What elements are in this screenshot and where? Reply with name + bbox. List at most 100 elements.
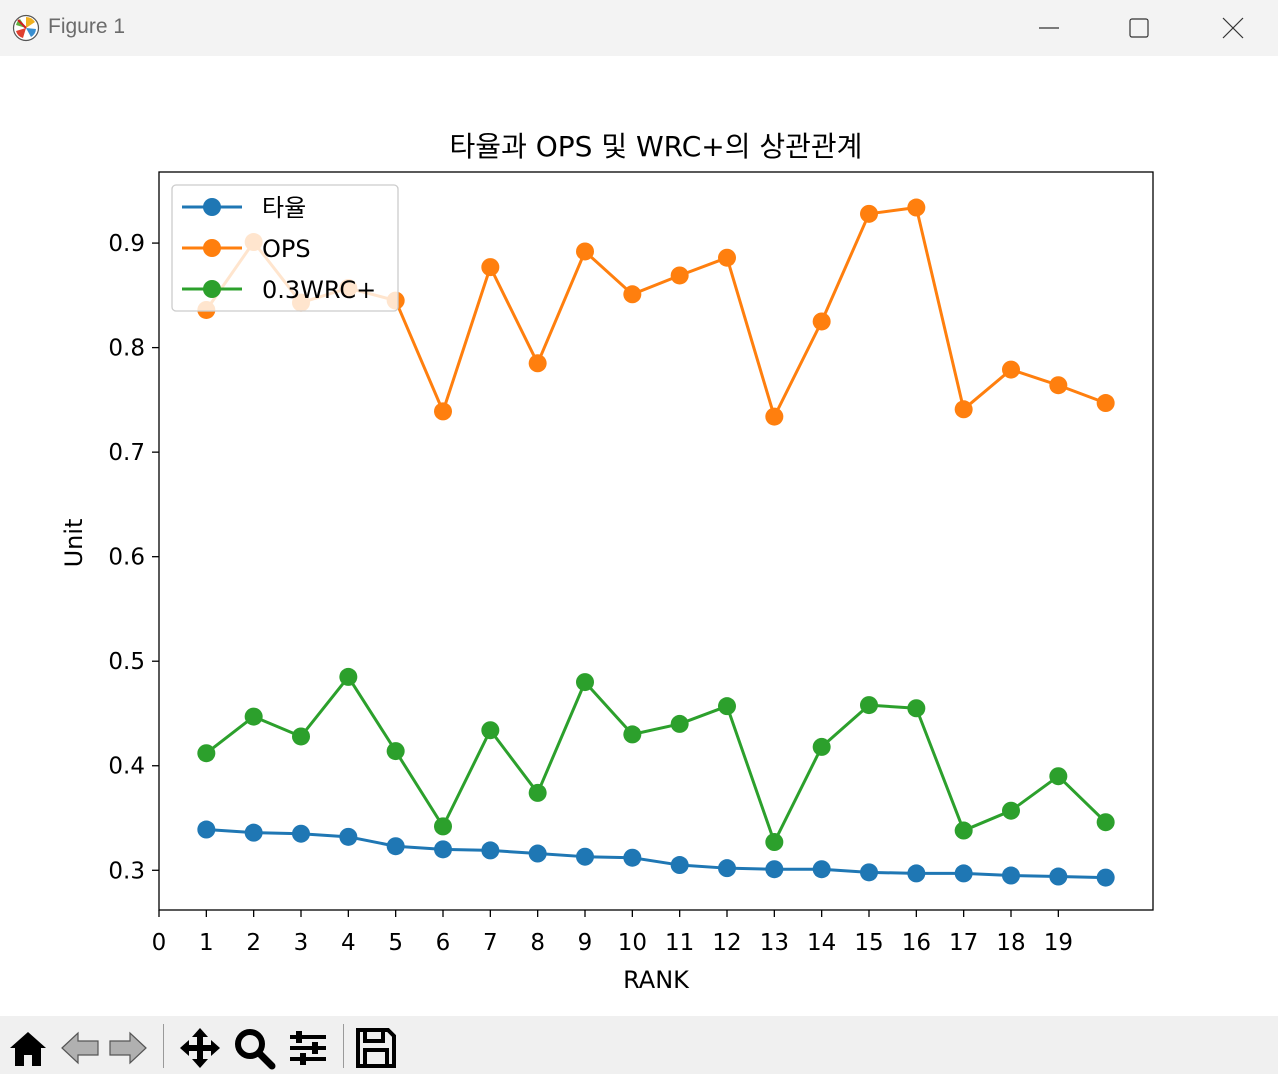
data-point [860, 696, 878, 715]
legend-item: 0.3WRC+ [182, 276, 376, 304]
zoom-magnifier-icon[interactable] [232, 1026, 276, 1070]
data-point [954, 821, 973, 840]
data-point [718, 697, 736, 716]
data-point [386, 837, 405, 856]
data-point [907, 864, 926, 883]
legend-label: 0.3WRC+ [262, 276, 376, 304]
data-point [481, 721, 500, 740]
y-axis: 0.3 0.4 0.5 0.6 0.7 0.8 0.9 [108, 231, 159, 884]
toolbar-separator [343, 1024, 344, 1068]
data-point [481, 841, 500, 860]
minimize-button[interactable] [1004, 0, 1094, 56]
data-point [1002, 360, 1020, 379]
data-point [907, 198, 926, 217]
data-point [1096, 868, 1115, 887]
configure-subplots-icon[interactable] [286, 1026, 330, 1070]
back-arrow-icon[interactable] [58, 1026, 102, 1070]
data-point [386, 742, 405, 761]
data-point [339, 827, 358, 846]
home-icon[interactable] [6, 1026, 50, 1070]
data-point [292, 727, 310, 746]
x-tick-label: 13 [760, 930, 789, 956]
legend: 타율 OPS 0.3WRC+ [171, 184, 399, 312]
y-tick-label: 0.7 [108, 440, 145, 466]
legend-label: 타율 [262, 194, 306, 222]
series-0 [197, 820, 1115, 887]
data-point [197, 744, 216, 763]
x-tick-label: 14 [807, 930, 836, 956]
legend-marker [203, 280, 221, 298]
data-point [528, 844, 547, 863]
data-point [670, 714, 689, 733]
data-point [481, 258, 500, 277]
legend-marker [203, 198, 221, 216]
data-point [576, 847, 594, 866]
data-point [812, 737, 831, 756]
navigation-toolbar [0, 1016, 1278, 1074]
data-point [765, 833, 784, 852]
x-tick-label: 6 [436, 930, 451, 956]
x-tick-label: 1 [199, 930, 214, 956]
data-point [765, 860, 784, 879]
data-point [1049, 867, 1068, 886]
data-point [197, 820, 216, 839]
x-tick-label: 9 [578, 930, 593, 956]
data-point [292, 824, 310, 843]
x-tick-label: 15 [854, 930, 883, 956]
data-point [1049, 376, 1068, 395]
forward-arrow-icon[interactable] [106, 1026, 150, 1070]
data-point [954, 864, 973, 883]
chart-title: 타율과 OPS 및 WRC+의 상관관계 [450, 130, 863, 163]
line-chart: 타율과 OPS 및 WRC+의 상관관계 0 1 2 3 4 5 6 7 8 9 10 11 12 13 1… [60, 130, 1154, 994]
x-axis-label: RANK [623, 966, 690, 994]
close-button[interactable] [1188, 0, 1278, 56]
data-point [670, 856, 689, 875]
data-point [434, 402, 452, 421]
data-point [1096, 394, 1115, 413]
legend-item: OPS [182, 235, 311, 263]
legend-marker [203, 239, 221, 257]
y-tick-label: 0.3 [108, 858, 145, 884]
pan-move-icon[interactable] [178, 1026, 222, 1070]
y-tick-label: 0.9 [108, 231, 145, 257]
data-point [765, 407, 784, 426]
y-tick-label: 0.8 [108, 336, 145, 362]
x-tick-label: 8 [530, 930, 545, 956]
data-point [528, 783, 547, 802]
data-point [244, 823, 263, 842]
data-point [812, 860, 831, 879]
x-tick-label: 16 [902, 930, 931, 956]
window-titlebar: Figure 1 [0, 0, 1278, 56]
y-tick-label: 0.6 [108, 545, 145, 571]
x-tick-label: 5 [388, 930, 403, 956]
series-2 [197, 667, 1115, 852]
data-point [1002, 866, 1020, 885]
x-axis: 0 1 2 3 4 5 6 7 8 9 10 11 12 13 14 15 16 17 18 19 [152, 910, 1073, 956]
data-point [718, 859, 736, 878]
maximize-button[interactable] [1094, 0, 1184, 56]
legend-frame [171, 184, 399, 312]
x-tick-label: 0 [152, 930, 167, 956]
x-tick-label: 12 [712, 930, 741, 956]
data-point [576, 673, 594, 692]
legend-label: OPS [262, 235, 311, 263]
data-point [860, 204, 878, 223]
data-point [812, 312, 831, 331]
data-point [339, 667, 358, 686]
minimize-icon [1039, 27, 1059, 29]
x-tick-label: 4 [341, 930, 356, 956]
x-tick-label: 3 [294, 930, 309, 956]
data-point [434, 840, 452, 859]
x-tick-label: 10 [618, 930, 647, 956]
x-tick-label: 11 [665, 930, 694, 956]
x-tick-label: 7 [483, 930, 498, 956]
legend-item: 타율 [182, 194, 306, 222]
data-point [576, 242, 594, 261]
figure-canvas: 타율과 OPS 및 WRC+의 상관관계 0 1 2 3 4 5 6 7 8 9 10 11 12 13 1… [0, 56, 1278, 1016]
data-point [528, 354, 547, 373]
toolbar-separator [163, 1024, 164, 1068]
x-tick-label: 19 [1044, 930, 1073, 956]
data-point [1002, 801, 1020, 820]
y-tick-label: 0.4 [108, 754, 145, 780]
save-floppy-icon[interactable] [354, 1026, 398, 1070]
